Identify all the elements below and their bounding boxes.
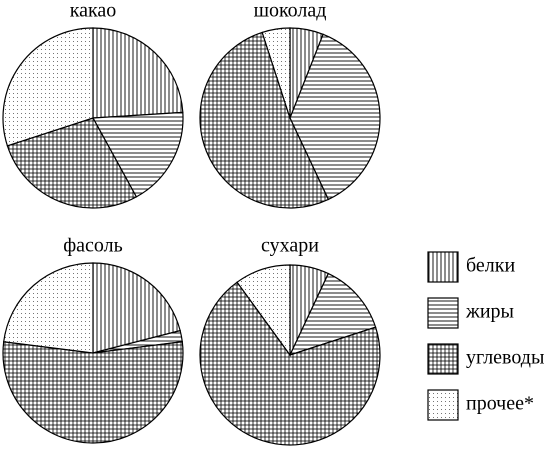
pie-slice xyxy=(3,262,94,354)
pie-slice xyxy=(92,262,181,354)
pie-title: фасоль xyxy=(63,235,123,257)
legend-swatch xyxy=(427,389,459,421)
pie-slice xyxy=(261,27,291,119)
pie-slice xyxy=(92,111,184,198)
legend-label: прочее* xyxy=(466,393,534,415)
legend-swatch xyxy=(427,343,459,375)
legend-swatch xyxy=(427,297,459,329)
legend-label: углеводы xyxy=(466,347,544,369)
pie-title: сухари xyxy=(261,235,319,257)
pie-title: шоколад xyxy=(254,0,327,22)
legend-label: жиры xyxy=(465,301,514,323)
pie-slice xyxy=(289,33,381,201)
pie-slice xyxy=(6,117,138,209)
legend-label: белки xyxy=(466,255,515,277)
pie-title: какао xyxy=(70,0,117,22)
pie-slice xyxy=(92,27,184,119)
pie-slice xyxy=(199,31,330,209)
pie-slice xyxy=(288,272,377,356)
pie-slice xyxy=(236,264,291,357)
pie-slice xyxy=(2,27,94,147)
pie-slice xyxy=(2,341,184,444)
legend-swatch xyxy=(427,251,459,283)
pie-slice xyxy=(199,281,381,446)
